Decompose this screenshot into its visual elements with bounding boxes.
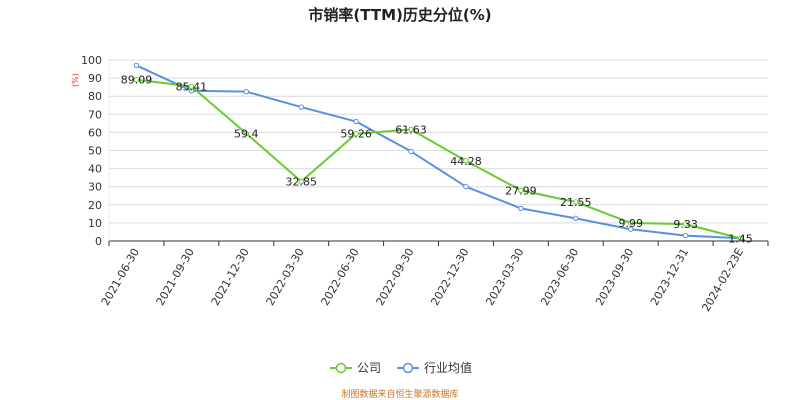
y-tick-label: 30 <box>88 181 102 194</box>
y-tick-label: 40 <box>88 163 102 176</box>
y-axis-unit-label: (%) <box>71 73 80 87</box>
data-point <box>463 184 469 190</box>
chart-title: 市销率(TTM)历史分位(%) <box>308 6 492 24</box>
y-tick-label: 60 <box>88 126 102 139</box>
data-label: 59.4 <box>234 127 259 140</box>
y-tick-label: 10 <box>88 217 102 230</box>
data-point <box>133 77 140 83</box>
legend-label: 公司 <box>357 361 381 375</box>
x-tick-label: 2022-06-30 <box>318 246 361 308</box>
data-label: 9.99 <box>618 217 643 230</box>
data-point <box>573 215 579 222</box>
data-label: 27.99 <box>505 184 537 197</box>
data-point <box>353 118 359 125</box>
data-point <box>298 178 304 185</box>
series-line <box>136 64 741 240</box>
legend-swatch-marker <box>402 362 414 374</box>
data-point <box>628 226 634 232</box>
data-point <box>243 88 249 95</box>
data-label: 89.09 <box>121 74 153 87</box>
series-line <box>136 78 741 240</box>
data-labels: 89.09 85.41 59.4 32.85 59.26 61.63 44.28 27.99 2… <box>121 74 753 246</box>
grid-lines <box>109 59 768 224</box>
x-tick-label: 2021-09-30 <box>154 246 197 308</box>
data-point <box>518 187 524 194</box>
data-point <box>682 232 689 239</box>
data-point <box>628 220 634 226</box>
y-tick-label: 70 <box>88 108 102 121</box>
data-point <box>408 126 414 133</box>
data-label: 61.63 <box>395 123 427 136</box>
data-point <box>737 235 744 242</box>
x-tick-label: 2023-12-31 <box>648 246 691 308</box>
data-point <box>298 104 304 110</box>
data-point <box>408 148 414 155</box>
source-note: 制图数据来自恒生聚源数据库 <box>341 390 459 400</box>
data-point <box>188 83 195 90</box>
x-tick-label: 2021-06-30 <box>99 246 142 308</box>
data-point <box>682 221 689 227</box>
data-point <box>243 130 249 137</box>
y-tick-label: 90 <box>88 72 102 85</box>
y-tick-label: 20 <box>88 199 102 212</box>
legend[interactable]: 公司 行业均值 <box>330 360 472 375</box>
data-label: 59.26 <box>340 128 372 141</box>
data-label: 85.41 <box>176 80 208 93</box>
series-lines <box>133 62 744 242</box>
data-label: 21.55 <box>560 196 592 209</box>
x-tick-label: 2022-12-30 <box>428 246 471 308</box>
data-label: 44.28 <box>450 155 482 168</box>
data-point <box>518 205 524 212</box>
x-tick-label: 2023-06-30 <box>538 246 581 308</box>
data-point <box>353 131 359 137</box>
data-label: 1.45 <box>728 232 753 245</box>
data-point <box>573 199 579 205</box>
data-point <box>133 62 140 69</box>
data-point <box>463 158 469 164</box>
data-label: 32.85 <box>285 176 317 189</box>
y-tick-label: 50 <box>88 145 102 158</box>
data-label: 9.33 <box>673 218 698 231</box>
y-tick-label: 0 <box>95 235 102 248</box>
x-tick-label: 2022-03-30 <box>264 246 307 308</box>
legend-label: 行业均值 <box>424 360 472 375</box>
x-tick-label: 2023-03-30 <box>483 246 526 308</box>
y-tick-label: 80 <box>88 90 102 103</box>
x-tick-label: 2021-12-30 <box>209 246 252 308</box>
legend-item[interactable]: 公司 <box>330 361 381 375</box>
y-tick-label: 100 <box>81 54 102 67</box>
x-tick-label: 2024-02-23E <box>699 246 746 314</box>
x-tick-label: 2022-09-30 <box>373 246 416 308</box>
legend-swatch-marker <box>335 362 347 374</box>
x-tick-label: 2023-09-30 <box>593 246 636 308</box>
legend-item[interactable]: 行业均值 <box>397 360 472 375</box>
